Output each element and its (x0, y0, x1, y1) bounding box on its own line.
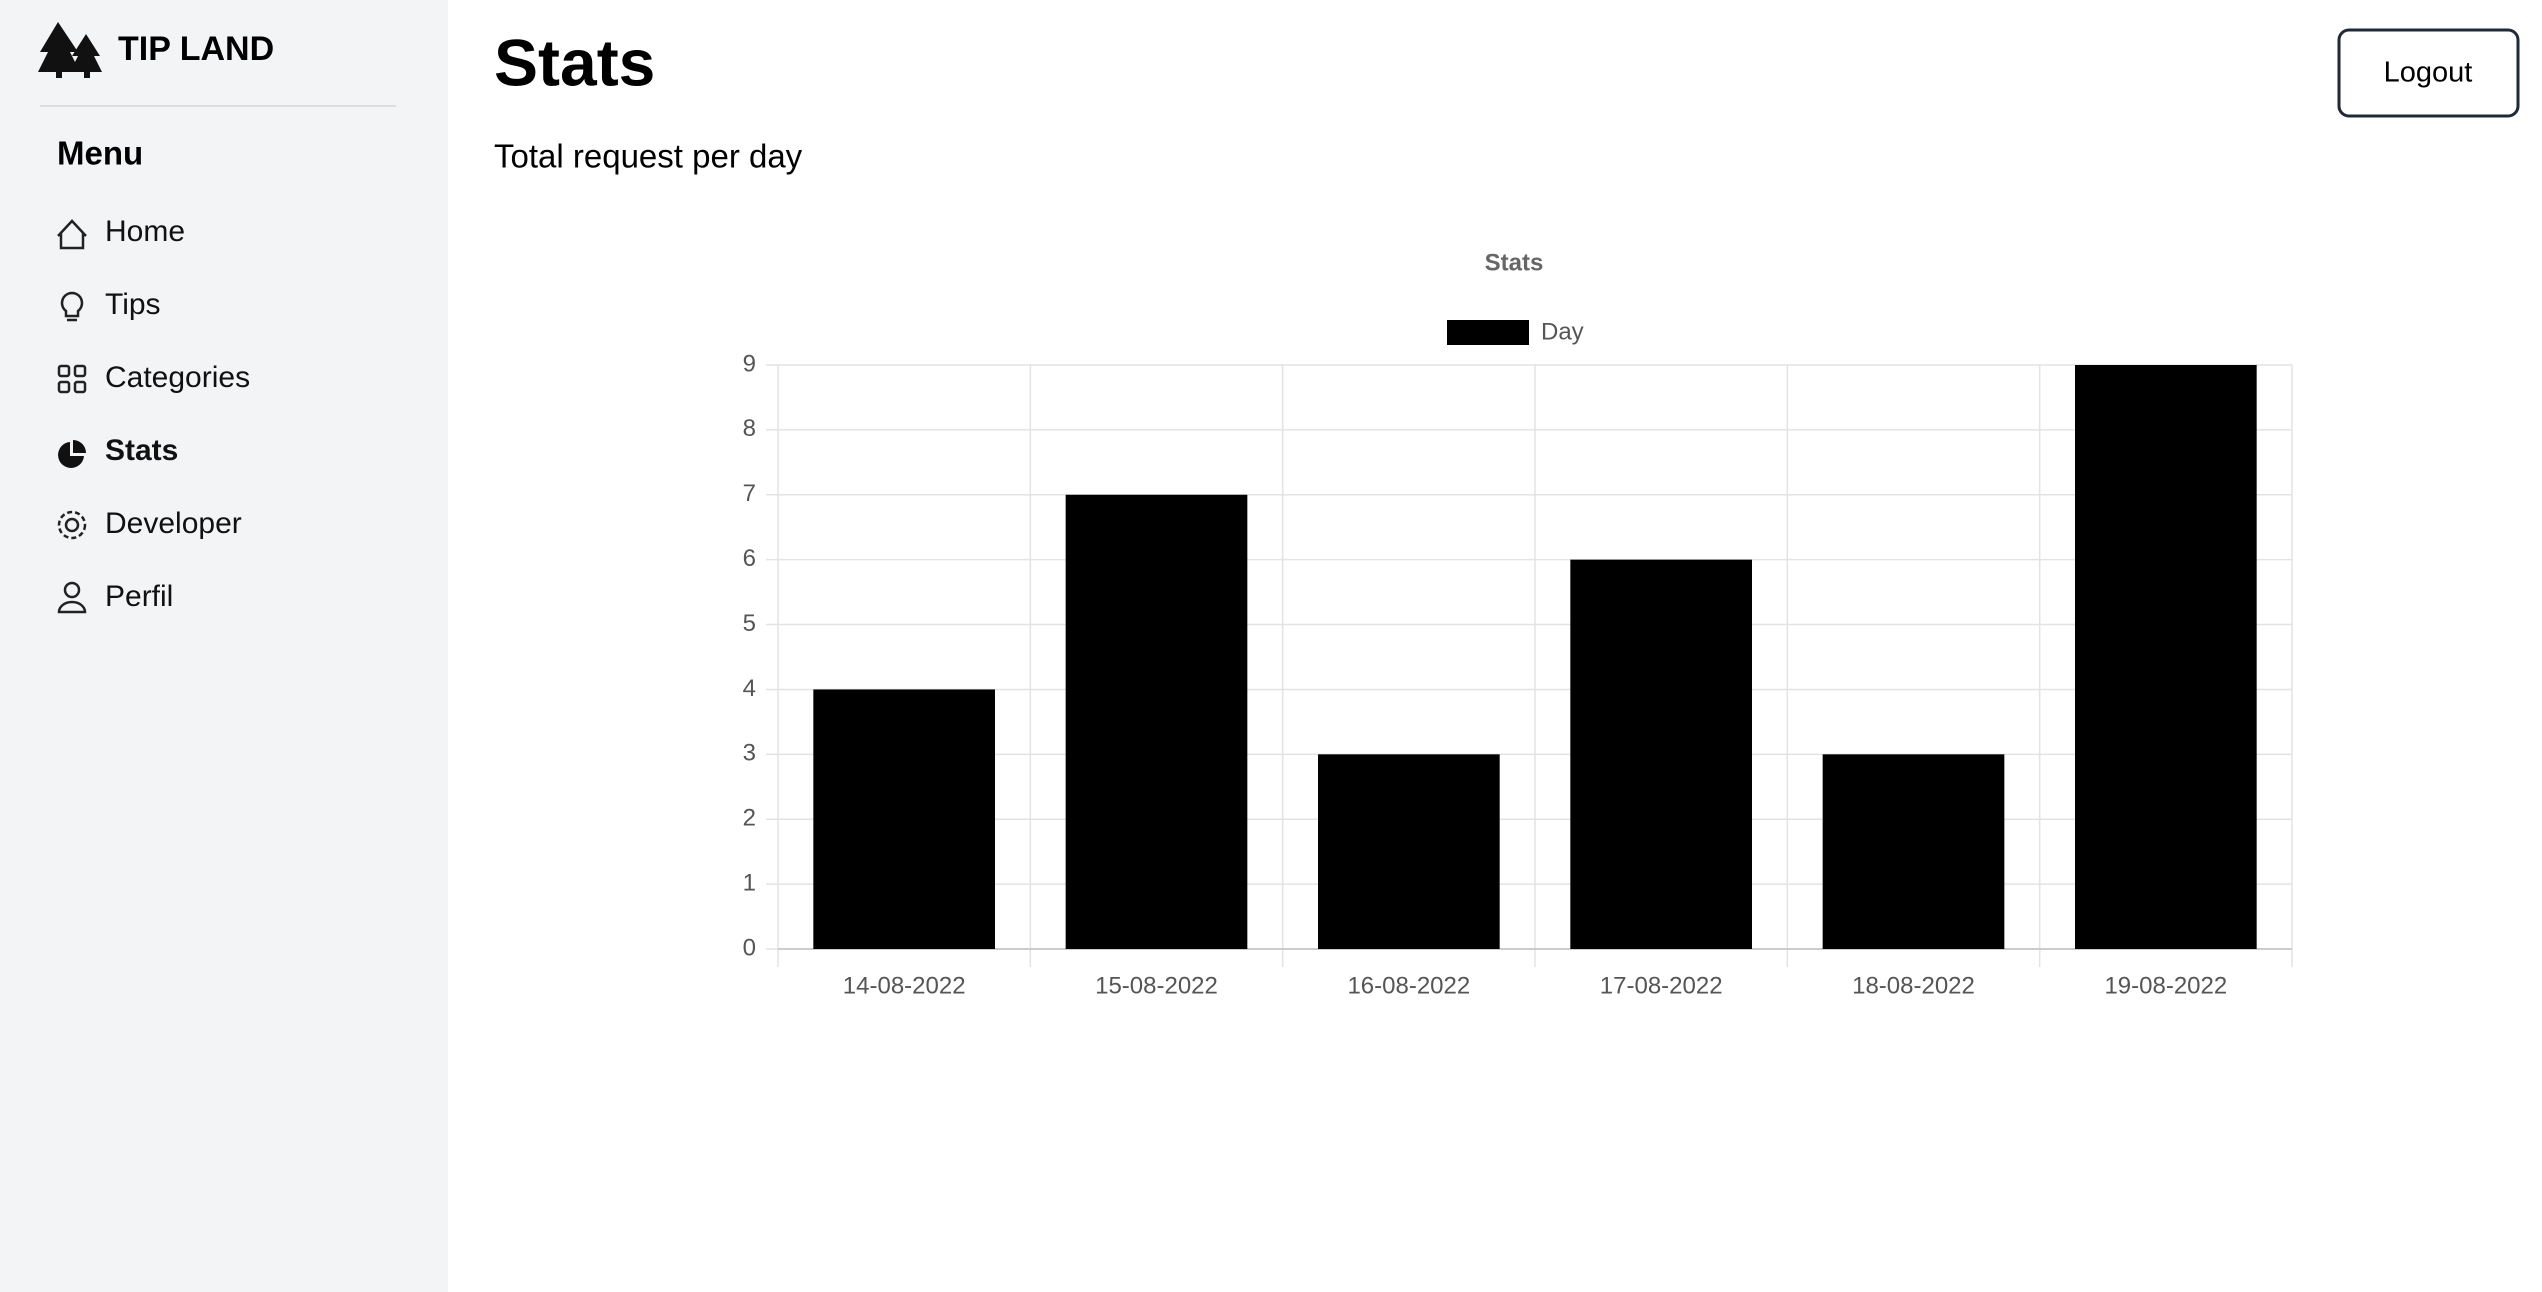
logout-box[interactable] (2337, 28, 2520, 118)
bar (1317, 754, 1500, 949)
y-tick-label: 6 (743, 545, 756, 572)
menu: Home Tips Categories Stats Developer Perfil (105, 215, 250, 613)
menu-title: Menu (57, 135, 143, 172)
y-tick-label: 1 (743, 869, 756, 896)
y-tick-label: 8 (743, 415, 756, 442)
chart: 0 1 2 3 4 5 6 7 8 9 14-08-2022 15-08-2022 16-08-2022… (743, 318, 2293, 999)
y-tick-label: 0 (743, 934, 756, 961)
legend-swatch (1447, 320, 1529, 345)
logo (38, 22, 102, 78)
x-tick-label: 17-08-2022 (1600, 972, 1723, 999)
y-tick-label: 5 (743, 610, 756, 637)
legend-label: Day (1541, 318, 1584, 345)
y-tick-label: 7 (743, 480, 756, 507)
bar (2074, 365, 2257, 949)
brand: TIP LAND (118, 30, 274, 68)
bar (1822, 754, 2005, 949)
x-tick-label: 19-08-2022 (2104, 972, 2227, 999)
bar (813, 689, 996, 949)
bar (1570, 559, 1753, 949)
subtitle: Total request per day (494, 138, 803, 175)
x-tick-label: 15-08-2022 (1095, 972, 1218, 999)
menu-item[interactable]: Tips (105, 288, 161, 321)
bar (1065, 494, 1248, 949)
y-tick-label: 3 (743, 740, 756, 767)
menu-item[interactable]: Home (105, 215, 185, 248)
x-tick-label: 14-08-2022 (843, 972, 966, 999)
logout-button[interactable]: Logout (2337, 28, 2520, 118)
menu-item[interactable]: Categories (105, 361, 250, 394)
menu-item[interactable]: Developer (105, 507, 242, 540)
menu-icons (57, 219, 87, 614)
menu-item[interactable]: Stats (105, 434, 178, 467)
x-tick-label: 18-08-2022 (1852, 972, 1975, 999)
y-tick-label: 4 (743, 675, 756, 702)
y-tick-label: 2 (743, 805, 756, 832)
sidebar (0, 0, 448, 1292)
chart-title: Stats (1485, 249, 1544, 276)
x-tick-label: 16-08-2022 (1347, 972, 1470, 999)
y-tick-label: 9 (743, 350, 756, 377)
menu-item[interactable]: Perfil (105, 580, 173, 613)
page-title: Stats (494, 25, 655, 99)
logout-label[interactable]: Logout (2384, 57, 2473, 89)
